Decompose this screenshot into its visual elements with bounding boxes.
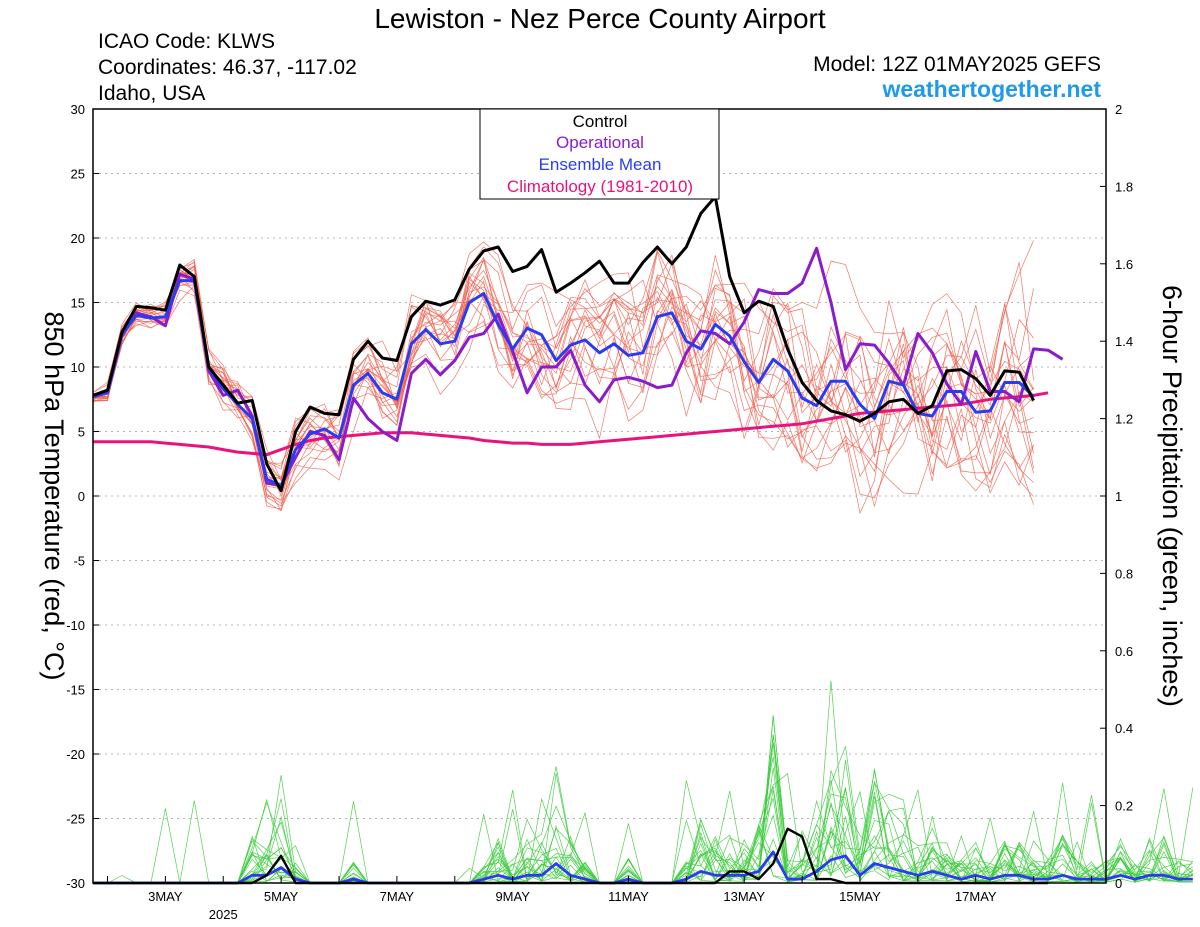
x-tick-label: 15MAY (839, 889, 881, 904)
right-tick-label: 0.8 (1115, 566, 1133, 581)
ensemble-member-line (92, 280, 1034, 494)
ensemble-member-line (92, 246, 1034, 482)
right-tick-label: 2 (1115, 102, 1122, 117)
legend-box (479, 108, 720, 200)
x-tick-label: 17MAY (955, 889, 997, 904)
coordinates: Coordinates: 46.37, -117.02 (98, 56, 357, 79)
precip-member-line (93, 734, 1193, 884)
icao-code: ICAO Code: KLWS (98, 30, 275, 53)
ensemble-member-line (92, 249, 1034, 512)
left-tick-label: 25 (71, 167, 85, 182)
precip-member-lines (93, 680, 1194, 884)
x-axis-ticks: 3MAY 5MAY 7MAY 9MAY 11MAY 13MAY 15MAY 17MAY 2025 (106, 876, 1093, 922)
right-axis-ticks: 2 1.8 1.6 1.4 1.2 1 0.8 0.6 0.4 0.2 0 (1100, 102, 1133, 891)
left-tick-label: -5 (73, 554, 85, 569)
ensemble-member-line (92, 262, 1034, 489)
right-tick-label: 0 (1115, 876, 1122, 891)
ensemble-member-line (92, 260, 1034, 497)
x-tick-label: 3MAY (148, 889, 183, 904)
right-tick-label: 0.4 (1115, 721, 1133, 736)
left-tick-label: -30 (66, 876, 85, 891)
brand-link[interactable]: weathertogether.net (881, 76, 1101, 102)
legend-operational: Operational (556, 133, 644, 152)
left-axis-ticks: 30 25 20 15 10 5 0 -5 -10 -15 -20 -25 -30 (66, 102, 99, 891)
precip-member-line (93, 734, 1193, 884)
precip-member-line (93, 714, 1193, 884)
right-tick-label: 1.6 (1115, 257, 1133, 272)
precip-member-line (93, 742, 1193, 884)
ensemble-member-line (92, 273, 1034, 478)
precip-member-line (93, 735, 1193, 884)
right-tick-label: 0.2 (1115, 799, 1133, 814)
model-run: Model: 12Z 01MAY2025 GEFS (813, 53, 1101, 76)
grid-lines (93, 108, 1106, 884)
x-tick-label: 9MAY (495, 889, 530, 904)
legend-climatology: Climatology (1981-2010) (507, 177, 693, 196)
climatology-line (93, 391, 1049, 457)
right-axis-label: 6-hour Precipitation (green, inches) (1157, 285, 1187, 707)
x-tick-label: 7MAY (380, 889, 415, 904)
chart-title: Lewiston - Nez Perce County Airport (374, 3, 826, 34)
left-tick-label: 5 (78, 425, 85, 440)
ensemble-member-lines (92, 240, 1034, 515)
x-tick-label: 13MAY (723, 889, 765, 904)
left-axis-label: 850 hPa Temperature (red, °C) (39, 312, 69, 681)
left-tick-label: -20 (66, 747, 85, 762)
control-line (92, 195, 1035, 493)
x-tick-label: 5MAY (264, 889, 299, 904)
legend-ensemble-mean: Ensemble Mean (539, 155, 662, 174)
ensemble-member-line (92, 274, 1034, 499)
left-tick-label: -15 (66, 683, 85, 698)
x-tick-label: 11MAY (608, 889, 649, 904)
legend-control: Control (573, 112, 628, 131)
ensemble-member-line (92, 255, 1034, 481)
left-tick-label: -10 (66, 618, 85, 633)
ensemble-member-line (92, 262, 1034, 490)
right-tick-label: 1.2 (1115, 412, 1133, 427)
right-tick-label: 1.8 (1115, 179, 1133, 194)
main-series-lines (92, 195, 1193, 885)
left-tick-label: 15 (71, 296, 85, 311)
x-year-label: 2025 (209, 907, 238, 922)
right-tick-label: 0.6 (1115, 644, 1133, 659)
legend: Control Operational Ensemble Mean Climat… (479, 108, 720, 200)
left-tick-label: -25 (66, 812, 85, 827)
left-tick-label: 10 (71, 360, 85, 375)
precip-member-line (93, 680, 1193, 884)
left-tick-label: 30 (71, 102, 85, 117)
right-tick-label: 1 (1115, 489, 1122, 504)
left-tick-label: 0 (78, 489, 85, 504)
left-tick-label: 20 (71, 231, 85, 246)
region: Idaho, USA (98, 82, 205, 105)
right-tick-label: 1.4 (1115, 334, 1133, 349)
